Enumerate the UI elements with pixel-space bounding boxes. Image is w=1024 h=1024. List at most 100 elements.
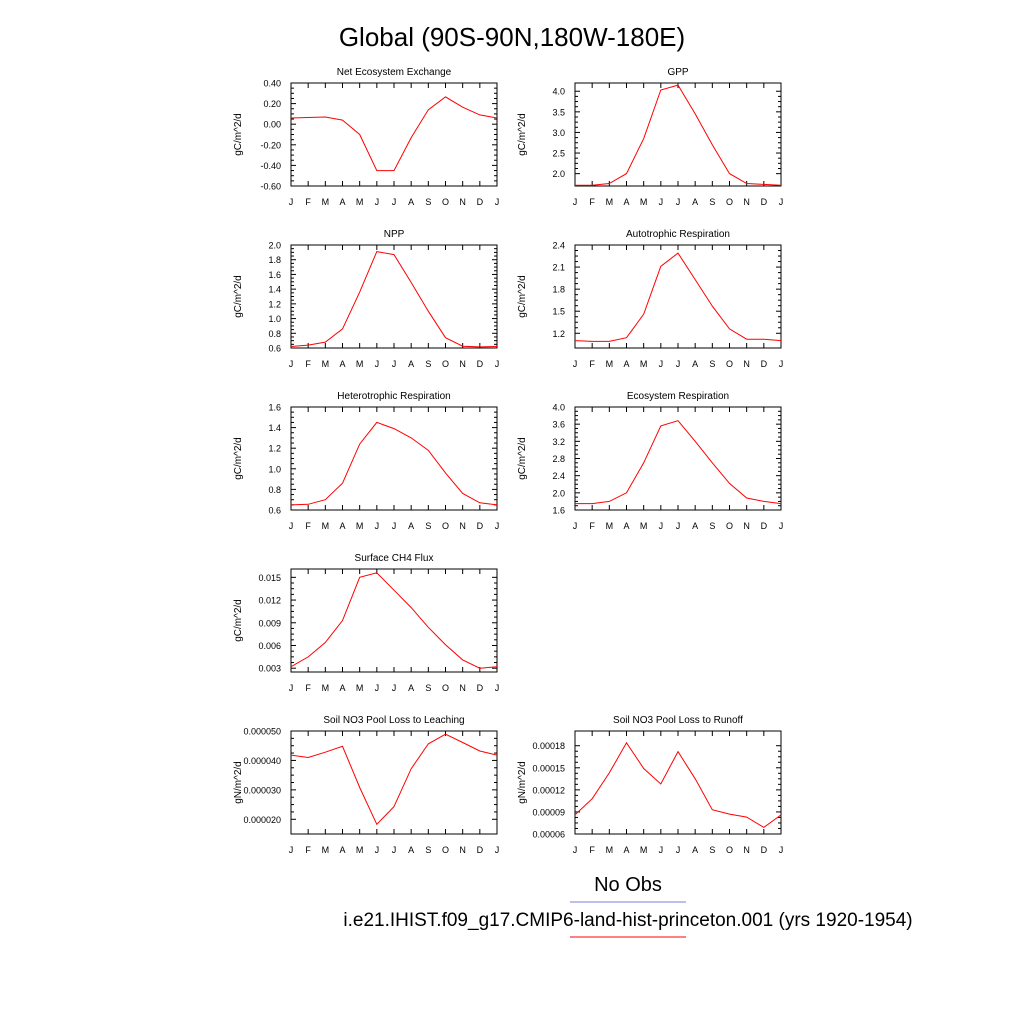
x-tick-label: D xyxy=(477,683,484,693)
y-tick-label: 1.8 xyxy=(552,285,565,295)
x-tick-label: M xyxy=(606,359,614,369)
y-tick-label: 1.0 xyxy=(268,314,281,324)
x-tick-label: O xyxy=(442,197,449,207)
x-tick-label: A xyxy=(623,359,629,369)
x-tick-label: M xyxy=(640,359,648,369)
series-line xyxy=(574,741,782,828)
x-tick-label: O xyxy=(442,521,449,531)
x-tick-label: J xyxy=(289,845,294,855)
x-tick-label: O xyxy=(442,359,449,369)
x-tick-label: F xyxy=(589,521,595,531)
x-tick-label: A xyxy=(692,359,698,369)
y-tick-label: 1.6 xyxy=(268,270,281,280)
chart-title: Soil NO3 Pool Loss to Runoff xyxy=(613,715,743,726)
y-tick-label: 2.0 xyxy=(552,169,565,179)
x-tick-label: A xyxy=(408,845,414,855)
y-tick-label: 3.6 xyxy=(552,420,565,430)
x-tick-label: A xyxy=(692,521,698,531)
y-tick-label: 4.0 xyxy=(552,403,565,413)
chart-title: Surface CH4 Flux xyxy=(355,553,434,564)
x-tick-label: J xyxy=(375,197,380,207)
y-tick-label: 0.000020 xyxy=(243,815,281,825)
x-tick-label: J xyxy=(676,359,681,369)
y-tick-label: 0.00 xyxy=(263,120,281,130)
x-tick-label: N xyxy=(743,521,750,531)
x-tick-label: O xyxy=(726,197,733,207)
x-tick-label: S xyxy=(425,359,431,369)
x-tick-label: O xyxy=(442,845,449,855)
x-tick-label: F xyxy=(305,521,311,531)
x-tick-label: M xyxy=(640,197,648,207)
y-tick-label: 1.2 xyxy=(268,299,281,309)
x-tick-label: J xyxy=(392,521,397,531)
x-tick-label: S xyxy=(709,359,715,369)
y-tick-label: 0.20 xyxy=(263,99,281,109)
x-tick-label: N xyxy=(459,521,466,531)
series-line xyxy=(290,96,498,172)
y-tick-label: 0.000050 xyxy=(243,727,281,737)
x-tick-label: J xyxy=(392,845,397,855)
x-tick-label: J xyxy=(779,197,784,207)
x-tick-label: J xyxy=(659,845,664,855)
x-tick-label: A xyxy=(623,197,629,207)
x-tick-label: N xyxy=(743,845,750,855)
x-tick-label: F xyxy=(305,197,311,207)
y-tick-label: 0.6 xyxy=(268,344,281,354)
y-tick-label: 1.6 xyxy=(268,403,281,413)
y-tick-label: 0.009 xyxy=(258,618,281,628)
x-tick-label: A xyxy=(339,845,345,855)
plot-frame xyxy=(574,406,782,511)
series-line xyxy=(290,421,498,506)
y-axis-label: gC/m^2/d xyxy=(233,599,244,642)
x-tick-label: M xyxy=(606,521,614,531)
plot-frame xyxy=(290,730,498,835)
y-tick-label: 0.40 xyxy=(263,79,281,89)
x-tick-label: J xyxy=(495,521,500,531)
plot-frame xyxy=(290,568,498,673)
x-tick-label: J xyxy=(289,683,294,693)
y-tick-label: 2.5 xyxy=(552,149,565,159)
x-tick-label: S xyxy=(425,197,431,207)
y-tick-label: 2.0 xyxy=(268,241,281,251)
x-tick-label: M xyxy=(356,683,364,693)
x-tick-label: N xyxy=(459,845,466,855)
y-tick-label: 3.5 xyxy=(552,107,565,117)
y-tick-label: -0.20 xyxy=(260,140,281,150)
x-tick-label: M xyxy=(322,683,330,693)
x-tick-label: J xyxy=(495,683,500,693)
x-tick-label: M xyxy=(356,521,364,531)
x-tick-label: J xyxy=(375,683,380,693)
x-tick-label: D xyxy=(761,359,768,369)
y-tick-label: 1.6 xyxy=(552,506,565,516)
x-tick-label: A xyxy=(692,197,698,207)
x-tick-label: A xyxy=(623,845,629,855)
x-tick-label: D xyxy=(761,521,768,531)
x-tick-label: F xyxy=(589,845,595,855)
x-tick-label: N xyxy=(459,197,466,207)
y-axis-label: gC/m^2/d xyxy=(517,437,528,480)
y-axis-label: gC/m^2/d xyxy=(517,275,528,318)
x-tick-label: J xyxy=(676,845,681,855)
x-tick-label: M xyxy=(322,521,330,531)
x-tick-label: S xyxy=(709,197,715,207)
y-tick-label: 0.003 xyxy=(258,664,281,674)
y-tick-label: 1.2 xyxy=(268,444,281,454)
x-tick-label: A xyxy=(408,683,414,693)
x-tick-label: O xyxy=(726,845,733,855)
x-tick-label: J xyxy=(495,197,500,207)
chart-title: Ecosystem Respiration xyxy=(627,391,729,402)
x-tick-label: D xyxy=(477,359,484,369)
series-line xyxy=(575,420,782,505)
x-tick-label: J xyxy=(573,197,578,207)
chart-title: Autotrophic Respiration xyxy=(626,229,730,240)
y-tick-label: 0.8 xyxy=(268,329,281,339)
x-tick-label: S xyxy=(709,521,715,531)
x-tick-label: D xyxy=(477,197,484,207)
